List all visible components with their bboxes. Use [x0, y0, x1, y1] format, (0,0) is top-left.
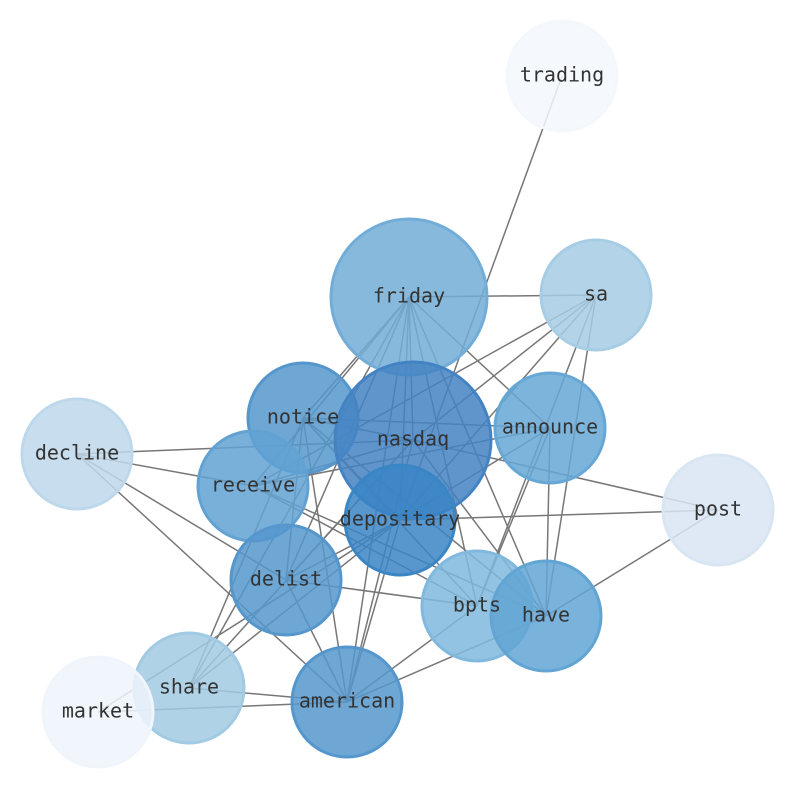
node-label: receive — [211, 473, 295, 497]
node-label: delist — [250, 567, 322, 591]
node-label: decline — [35, 441, 119, 465]
node — [229, 523, 343, 637]
node-label: american — [299, 689, 395, 713]
node — [41, 655, 155, 769]
node-label: announce — [502, 415, 598, 439]
node — [539, 238, 653, 352]
node-label: trading — [520, 63, 604, 87]
node-label: depositary — [340, 507, 460, 531]
node-label: bpts — [453, 593, 501, 617]
node — [493, 371, 607, 485]
node-label: have — [522, 603, 570, 627]
node-label: post — [694, 497, 742, 521]
edge — [76, 453, 348, 703]
node — [489, 559, 603, 673]
node-label: sa — [584, 282, 608, 306]
node-label: nasdaq — [377, 427, 449, 451]
nodes: trading friday sa notice nasdaq announce decli… — [20, 19, 775, 769]
node-label: market — [62, 699, 134, 723]
node — [661, 453, 775, 567]
node — [343, 463, 457, 577]
node-label: notice — [267, 405, 339, 429]
node-label: friday — [373, 284, 445, 308]
node-label: share — [159, 675, 219, 699]
node — [290, 645, 404, 759]
node — [20, 397, 134, 511]
node — [505, 19, 619, 133]
